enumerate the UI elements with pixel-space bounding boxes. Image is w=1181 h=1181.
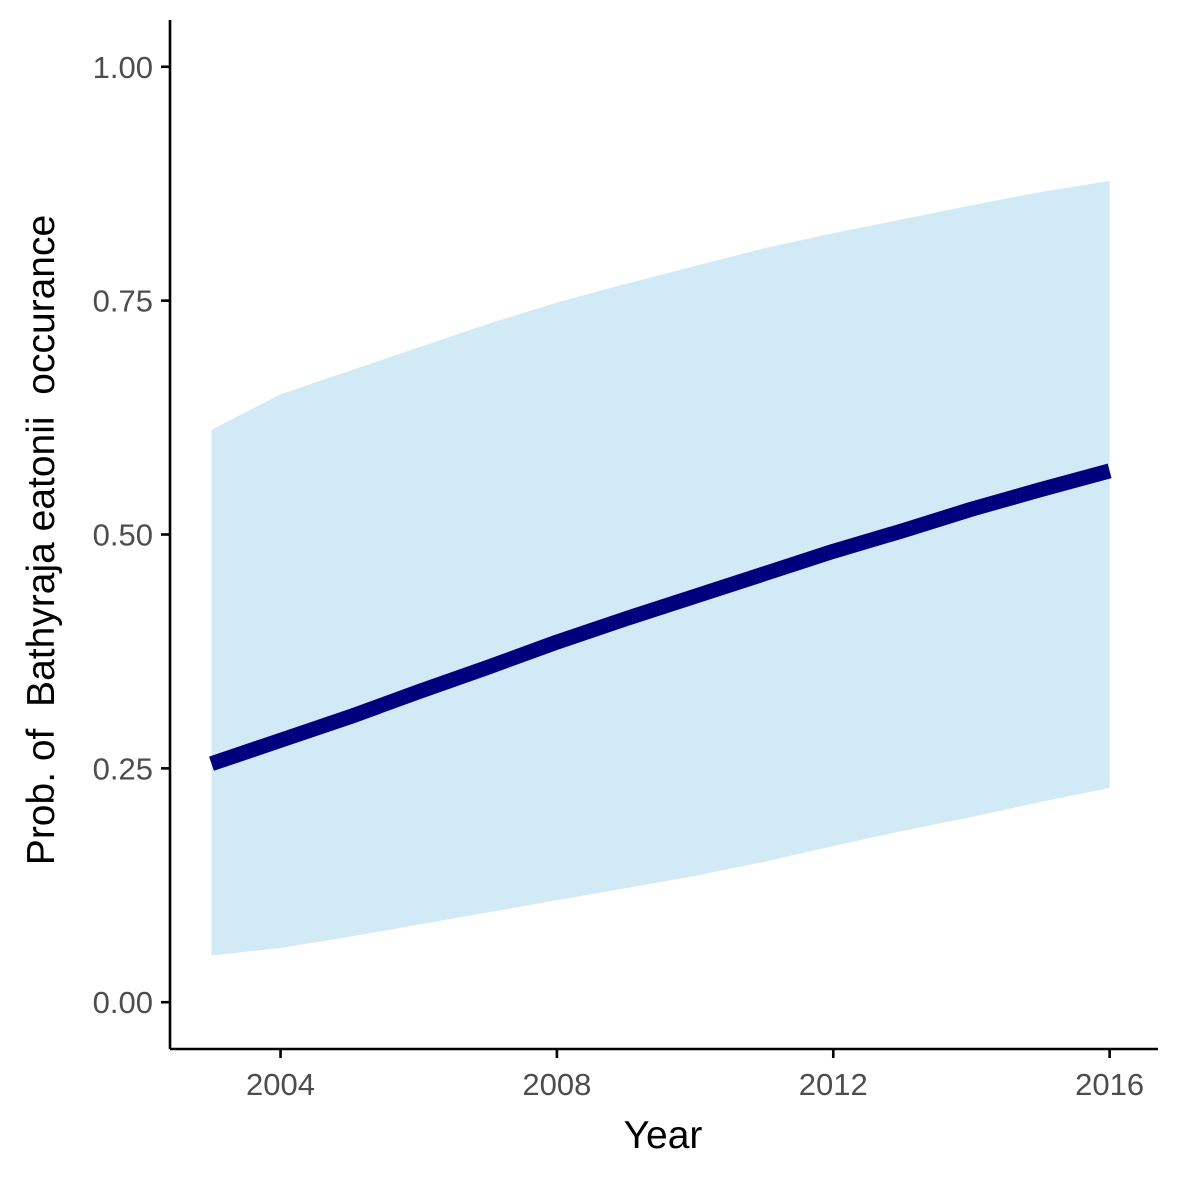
confidence-ribbon <box>211 180 1110 956</box>
y-tick-label: 0.25 <box>93 751 153 786</box>
y-tick-label: 0.50 <box>93 518 153 553</box>
x-tick-label: 2016 <box>1075 1067 1144 1102</box>
x-tick-label: 2012 <box>799 1067 868 1102</box>
fitted-line <box>209 463 1112 771</box>
x-axis-title: Year <box>624 1114 703 1157</box>
plot-area <box>209 180 1112 956</box>
y-axis-title: Prob. of Bathyraja eatonii occurance <box>20 215 63 865</box>
x-tick-label: 2004 <box>246 1067 315 1102</box>
y-tick-label: 1.00 <box>93 50 153 85</box>
y-tick-label: 0.75 <box>93 284 153 319</box>
x-tick-label: 2008 <box>522 1067 591 1102</box>
y-tick-label: 0.00 <box>93 985 153 1020</box>
axes: 0.00 0.25 0.50 0.75 1.00 2004 2008 2012 2016 <box>93 20 1158 1102</box>
